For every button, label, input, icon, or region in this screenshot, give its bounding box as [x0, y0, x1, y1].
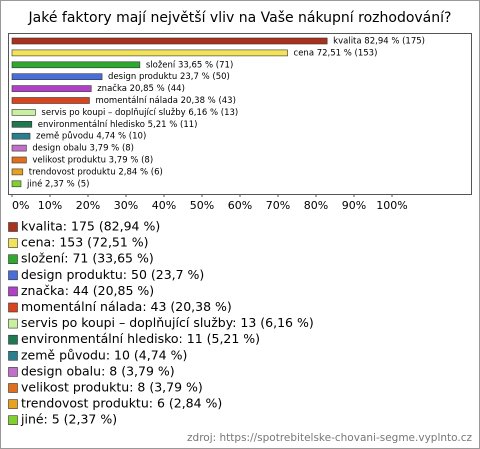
- value-label: design obalu 3,79 % (8): [32, 144, 134, 154]
- chart-title: Jaké faktory mají největší vliv na Vaše …: [28, 10, 452, 26]
- legend-swatch: [8, 350, 18, 361]
- x-tick-label: 90%: [342, 199, 366, 212]
- legend-swatch: [8, 302, 18, 313]
- value-label: servis po koupi – doplňující služby 6,16…: [41, 107, 238, 118]
- legend-swatch: [8, 415, 18, 426]
- bar: [11, 37, 328, 45]
- legend-swatch: [8, 238, 18, 248]
- legend-label: cena: 153 (72,51 %): [21, 235, 149, 250]
- value-label: země původu 4,74 % (10): [36, 131, 146, 142]
- value-label: kvalita 82,94 % (175): [333, 37, 425, 47]
- bar: [11, 144, 27, 152]
- value-label: jiné 2,37 % (5): [26, 178, 89, 189]
- legend-label: servis po koupi – doplňující služby: 13 …: [21, 315, 314, 330]
- legend-label: environmentální hledisko: 11 (5,21 %): [21, 331, 260, 346]
- value-label: design produktu 23,7 % (50): [108, 72, 230, 82]
- bar: [11, 61, 141, 69]
- legend-label: design obalu: 8 (3,79 %): [21, 363, 175, 378]
- legend-swatch: [8, 318, 18, 329]
- legend-label: jiné: 5 (2,37 %): [20, 412, 117, 427]
- bar: [11, 168, 24, 176]
- value-label: velikost produktu 3,79 % (8): [32, 156, 153, 166]
- legend-swatch: [8, 254, 18, 264]
- legend-swatch: [8, 286, 18, 297]
- x-tick-label: 10%: [38, 199, 62, 212]
- legend-swatch: [8, 222, 18, 232]
- value-label: trendovost produktu 2,84 % (6): [29, 167, 163, 177]
- x-tick-label: 100%: [376, 199, 407, 212]
- x-tick-label: 30%: [114, 199, 138, 212]
- x-tick-label: 80%: [304, 199, 328, 212]
- value-label: složení 33,65 % (71): [146, 60, 233, 70]
- legend-label: kvalita: 175 (82,94 %): [21, 219, 160, 234]
- value-label: environmentální hledisko 5,21 % (11): [38, 120, 198, 130]
- legend-swatch: [8, 334, 18, 345]
- legend-label: momentální nálada: 43 (20,38 %): [21, 299, 232, 314]
- legend-label: design produktu: 50 (23,7 %): [21, 267, 204, 282]
- bar: [11, 97, 90, 104]
- x-tick-label: 40%: [152, 199, 176, 212]
- legend-swatch: [8, 270, 18, 281]
- legend-swatch: [8, 383, 18, 393]
- value-label: značka 20,85 % (44): [97, 83, 185, 94]
- bar: [11, 121, 33, 128]
- bar: [11, 85, 92, 92]
- legend-label: trendovost produktu: 6 (2,84 %): [21, 396, 222, 411]
- bar: [11, 73, 103, 80]
- bar: [11, 180, 22, 188]
- x-tick-label: 70%: [266, 199, 290, 212]
- bar: [11, 109, 36, 116]
- x-tick-label: 50%: [190, 199, 214, 212]
- legend-label: velikost produktu: 8 (3,79 %): [21, 380, 203, 395]
- bar: [11, 49, 288, 57]
- x-tick-label: 0%: [12, 199, 29, 212]
- bar: [11, 132, 31, 140]
- value-label: momentální nálada 20,38 % (43): [95, 96, 235, 106]
- x-tick-label: 20%: [76, 199, 100, 212]
- bar: [11, 156, 27, 164]
- legend-swatch: [8, 399, 18, 409]
- legend-swatch: [8, 367, 18, 377]
- source: zdroj: https://spotrebitelske-chovani-se…: [187, 432, 472, 444]
- legend-label: země původu: 10 (4,74 %): [21, 347, 187, 362]
- value-label: cena 72,51 % (153): [294, 48, 378, 58]
- legend-label: složení: 71 (33,65 %): [21, 251, 154, 266]
- legend-label: značka: 44 (20,85 %): [21, 283, 154, 298]
- x-tick-label: 60%: [228, 199, 252, 212]
